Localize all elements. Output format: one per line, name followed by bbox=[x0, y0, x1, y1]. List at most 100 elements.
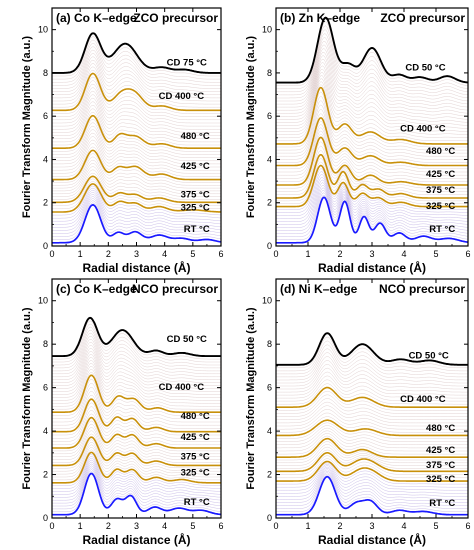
series-line-425-c bbox=[276, 136, 468, 186]
intermediate-scan-line bbox=[52, 471, 221, 513]
intermediate-scan-line bbox=[52, 200, 221, 237]
intermediate-scan-line bbox=[52, 423, 221, 455]
intermediate-scan-line bbox=[276, 468, 468, 497]
series-label: 375 °C bbox=[426, 460, 455, 471]
intermediate-scan-line bbox=[276, 356, 468, 384]
intermediate-scan-line bbox=[52, 153, 221, 183]
series-label: CD 75 °C bbox=[167, 57, 207, 68]
series-label: 375 °C bbox=[426, 185, 455, 196]
intermediate-scan-line bbox=[276, 344, 468, 375]
intermediate-scan-line bbox=[52, 459, 221, 495]
intermediate-scan-line bbox=[276, 427, 468, 445]
series-label: 425 °C bbox=[181, 432, 210, 443]
intermediate-scan-line bbox=[276, 441, 468, 461]
intermediate-scan-line bbox=[276, 133, 468, 182]
intermediate-scan-line bbox=[276, 348, 468, 378]
series-line-480-c bbox=[52, 114, 221, 149]
intermediate-scan-line bbox=[276, 84, 468, 142]
y-tick-label: 0 bbox=[267, 241, 272, 251]
intermediate-scan-line bbox=[276, 171, 468, 213]
intermediate-scan-line bbox=[276, 430, 468, 449]
intermediate-scan-line bbox=[276, 95, 468, 151]
intermediate-scan-line bbox=[52, 108, 221, 143]
series-label: CD 50 °C bbox=[409, 350, 449, 361]
intermediate-scan-line bbox=[52, 427, 221, 457]
precursor-label: ZCO precursor bbox=[380, 11, 465, 25]
intermediate-scan-line bbox=[52, 83, 221, 121]
intermediate-scan-line bbox=[276, 145, 468, 192]
series-line-375-c bbox=[52, 175, 221, 204]
x-tick-label: 6 bbox=[465, 521, 470, 531]
x-tick-label: 5 bbox=[433, 249, 438, 259]
series-line-325-c bbox=[276, 164, 468, 208]
intermediate-scan-line bbox=[52, 159, 221, 189]
series-line-rt-c bbox=[52, 472, 221, 516]
intermediate-scan-line bbox=[276, 48, 468, 108]
series-line-cd-400-c bbox=[52, 374, 221, 413]
intermediate-scan-line bbox=[276, 65, 468, 123]
intermediate-scan-line bbox=[276, 168, 468, 210]
intermediate-scan-line bbox=[276, 340, 468, 372]
intermediate-scan-line bbox=[52, 181, 221, 210]
intermediate-scan-line bbox=[52, 457, 221, 492]
intermediate-scan-line bbox=[52, 94, 221, 130]
intermediate-scan-line bbox=[52, 402, 221, 436]
intermediate-scan-line bbox=[276, 465, 468, 491]
intermediate-scan-line bbox=[52, 332, 221, 372]
intermediate-scan-line bbox=[52, 178, 221, 206]
x-tick-label: 6 bbox=[218, 521, 223, 531]
x-tick-label: 2 bbox=[337, 249, 342, 259]
intermediate-scan-line bbox=[276, 473, 468, 509]
intermediate-scan-line bbox=[52, 189, 221, 222]
intermediate-scan-line bbox=[276, 40, 468, 102]
intermediate-scan-line bbox=[276, 462, 468, 485]
intermediate-scan-line bbox=[276, 394, 468, 414]
intermediate-scan-line bbox=[52, 43, 221, 83]
intermediate-scan-line bbox=[52, 59, 221, 99]
x-axis-label: Radial distance (Å) bbox=[318, 532, 426, 547]
intermediate-scans bbox=[52, 320, 221, 513]
intermediate-scan-line bbox=[276, 150, 468, 195]
intermediate-scan-line bbox=[276, 458, 468, 479]
intermediate-scan-line bbox=[276, 336, 468, 369]
series-line-375-c bbox=[276, 452, 468, 473]
x-tick-label: 1 bbox=[305, 521, 310, 531]
intermediate-scan-line bbox=[52, 146, 221, 177]
series-line-325-c bbox=[276, 460, 468, 482]
intermediate-scan-line bbox=[276, 113, 468, 163]
intermediate-scan-line bbox=[276, 68, 468, 126]
intermediate-scan-line bbox=[52, 467, 221, 507]
series-label: 325 °C bbox=[426, 201, 455, 212]
y-tick-label: 10 bbox=[262, 25, 272, 35]
y-tick-label: 8 bbox=[43, 68, 48, 78]
intermediate-scan-line bbox=[52, 339, 221, 378]
intermediate-scan-line bbox=[276, 405, 468, 424]
intermediate-scan-line bbox=[52, 143, 221, 174]
intermediate-scan-line bbox=[276, 422, 468, 439]
y-axis-label: Fourier Transform Magnitude (a.u.) bbox=[21, 307, 33, 489]
intermediate-scan-line bbox=[52, 194, 221, 228]
series-line-375-c bbox=[52, 436, 221, 467]
intermediate-scan-line bbox=[276, 25, 468, 90]
y-tick-label: 6 bbox=[43, 383, 48, 393]
intermediate-scan-line bbox=[52, 101, 221, 136]
intermediate-scan-line bbox=[52, 409, 221, 442]
x-tick-label: 4 bbox=[401, 521, 406, 531]
intermediate-scan-line bbox=[52, 39, 221, 80]
intermediate-scan-line bbox=[52, 156, 221, 186]
series-label: 480 °C bbox=[181, 131, 210, 142]
panel-label: (a) Co K–edge bbox=[56, 11, 137, 25]
intermediate-scan-line bbox=[52, 323, 221, 363]
intermediate-scan-line bbox=[52, 185, 221, 216]
series-line-cd-75-c bbox=[52, 32, 221, 74]
intermediate-scan-line bbox=[52, 66, 221, 105]
x-tick-label: 2 bbox=[337, 521, 342, 531]
intermediate-scan-line bbox=[52, 169, 221, 197]
intermediate-scan-line bbox=[52, 132, 221, 165]
series-line-375-c bbox=[276, 153, 468, 199]
intermediate-scan-line bbox=[52, 348, 221, 386]
x-tick-label: 3 bbox=[134, 521, 139, 531]
series-line-325-c bbox=[52, 183, 221, 213]
